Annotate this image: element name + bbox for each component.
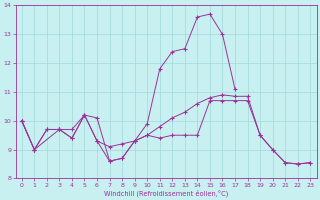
X-axis label: Windchill (Refroidissement éolien,°C): Windchill (Refroidissement éolien,°C) bbox=[104, 189, 228, 197]
